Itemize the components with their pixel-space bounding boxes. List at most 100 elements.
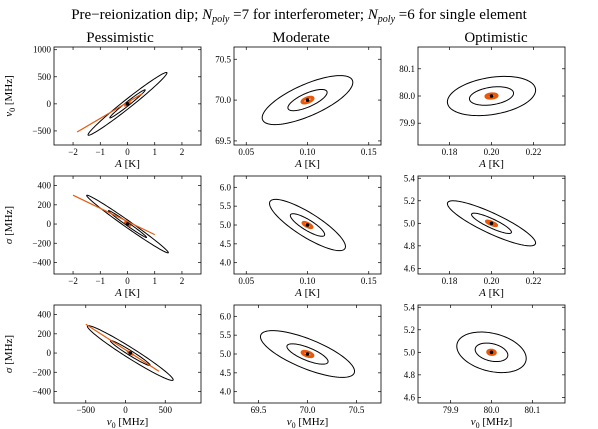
y-tick-label: 200 xyxy=(38,200,52,210)
plot-area xyxy=(446,75,537,117)
x-axis-label: v0 [MHz] xyxy=(287,416,329,429)
fiducial-point xyxy=(489,350,494,355)
y-tick-label: 4.5 xyxy=(220,239,232,249)
plot-area xyxy=(269,198,346,252)
panel-optimistic-row3: 79.9 80.0 80.1 4.6 4.8 5.0 5.2 5.4 v0 [MHz] xyxy=(404,302,566,429)
contour-degenerate-line xyxy=(76,93,143,133)
y-tick-label: −200 xyxy=(32,367,51,377)
axes-frame xyxy=(53,304,202,404)
x-tick-label: 0.05 xyxy=(238,276,254,286)
contour-inner xyxy=(300,95,315,105)
title-sub-2: poly xyxy=(377,14,396,25)
contour-middle xyxy=(107,210,148,238)
contour-inner xyxy=(484,219,499,228)
y-tick-label: 5.2 xyxy=(404,325,415,335)
fiducial-point xyxy=(128,351,133,355)
contour-middle xyxy=(289,213,326,237)
plot-area xyxy=(261,75,354,126)
title-n-2: N xyxy=(367,7,379,23)
y-tick-label: 5.5 xyxy=(220,201,232,211)
y-tick-label: 4.8 xyxy=(404,370,416,380)
x-tick-label: 69.5 xyxy=(251,405,267,415)
y-tick-label: 5.2 xyxy=(404,196,415,206)
contour-inner xyxy=(300,349,315,359)
y-tick-label: 6.0 xyxy=(220,311,232,321)
x-tick-label: 80.1 xyxy=(524,405,540,415)
y-tick-label: 5.0 xyxy=(220,349,232,359)
fiducial-point xyxy=(489,221,494,226)
plot-area xyxy=(72,194,169,254)
y-tick-label: 5.5 xyxy=(220,330,232,340)
plot-area xyxy=(446,200,537,247)
y-tick-label: 5.0 xyxy=(220,220,232,230)
x-tick-label: −2 xyxy=(68,276,78,286)
x-tick-label: 70.5 xyxy=(349,405,365,415)
y-tick-label: 4.0 xyxy=(220,387,232,397)
x-tick-label: 2 xyxy=(180,276,185,286)
x-tick-label: 0.18 xyxy=(442,276,458,286)
x-axis-label: A [K] xyxy=(294,158,320,170)
y-tick-label: 0 xyxy=(47,99,52,109)
y-tick-label: 79.9 xyxy=(399,118,415,128)
contour-middle xyxy=(287,88,328,112)
panel-moderate-row3: 69.5 70.0 70.5 4.0 4.5 5.0 5.5 6.0 v0 [MHz] xyxy=(220,304,382,429)
contour-outer xyxy=(446,75,537,117)
panel-pessimistic-row3: −500 0 500 −400 −200 0 200 400 v0 [MHz] σ [MHz] xyxy=(3,304,202,429)
y-tick-label: 200 xyxy=(38,329,52,339)
column-title-pessimistic: Pessimistic xyxy=(86,30,154,46)
y-axis-label: σ [MHz] xyxy=(3,206,15,244)
title-n-1: N xyxy=(201,7,213,23)
x-tick-label: 0.18 xyxy=(442,147,458,157)
title-text-3: =6 for single element xyxy=(395,7,528,23)
y-tick-label: 80.0 xyxy=(399,91,415,101)
y-tick-label: −500 xyxy=(32,126,51,136)
y-tick-label: 0 xyxy=(47,219,52,229)
column-title-moderate: Moderate xyxy=(272,30,330,46)
contour-middle xyxy=(471,212,512,234)
contour-degenerate-line xyxy=(85,323,160,372)
x-tick-label: 0 xyxy=(123,405,128,415)
y-tick-label: 70.5 xyxy=(215,54,231,64)
y-tick-label: 80.1 xyxy=(399,64,415,74)
y-tick-label: 4.5 xyxy=(220,368,232,378)
contour-outer xyxy=(456,331,527,374)
x-tick-label: 79.9 xyxy=(443,405,459,415)
x-tick-label: 0.15 xyxy=(361,276,377,286)
x-tick-label: 2 xyxy=(180,147,185,157)
x-tick-label: 1 xyxy=(152,147,157,157)
x-axis-label: A [K] xyxy=(114,287,140,299)
panel-optimistic-row2: 0.18 0.20 0.22 4.6 4.8 5.0 5.2 5.4 A [K] xyxy=(404,173,566,299)
x-tick-label: 80.0 xyxy=(484,405,500,415)
y-tick-label: −200 xyxy=(32,238,51,248)
y-tick-label: 4.0 xyxy=(220,258,232,268)
y-tick-label: −400 xyxy=(32,257,51,267)
x-axis-label: A [K] xyxy=(478,158,504,170)
x-axis-label: v0 [MHz] xyxy=(471,416,513,429)
y-tick-label: −400 xyxy=(32,386,51,396)
y-axis-label: σ [MHz] xyxy=(3,335,15,373)
x-tick-label: 0.20 xyxy=(484,147,500,157)
x-axis-label: A [K] xyxy=(294,287,320,299)
column-title-optimistic: Optimistic xyxy=(464,30,528,46)
x-tick-label: −500 xyxy=(76,405,95,415)
x-tick-label: −1 xyxy=(95,147,105,157)
y-tick-label: 400 xyxy=(38,310,52,320)
x-tick-label: −2 xyxy=(68,147,78,157)
fiducial-point xyxy=(489,94,494,98)
x-tick-label: 0.20 xyxy=(484,276,500,286)
x-tick-label: 0 xyxy=(125,276,130,286)
fiducial-point xyxy=(305,352,310,356)
x-axis-label: A [K] xyxy=(114,158,140,170)
figure-title: Pre−reionization dip; Npoly =7 for inter… xyxy=(71,7,527,25)
x-tick-label: 500 xyxy=(158,405,172,415)
title-text-1: Pre−reionization dip; xyxy=(71,7,202,23)
title-text-2: =7 for interferometer; xyxy=(229,7,367,23)
contour-middle xyxy=(109,89,146,119)
x-tick-label: 1 xyxy=(152,276,157,286)
contour-degenerate-line xyxy=(72,194,155,236)
fiducial-point xyxy=(125,102,130,106)
fiducial-point xyxy=(305,98,310,102)
plot-area xyxy=(76,71,168,136)
axes-frame xyxy=(53,46,202,146)
